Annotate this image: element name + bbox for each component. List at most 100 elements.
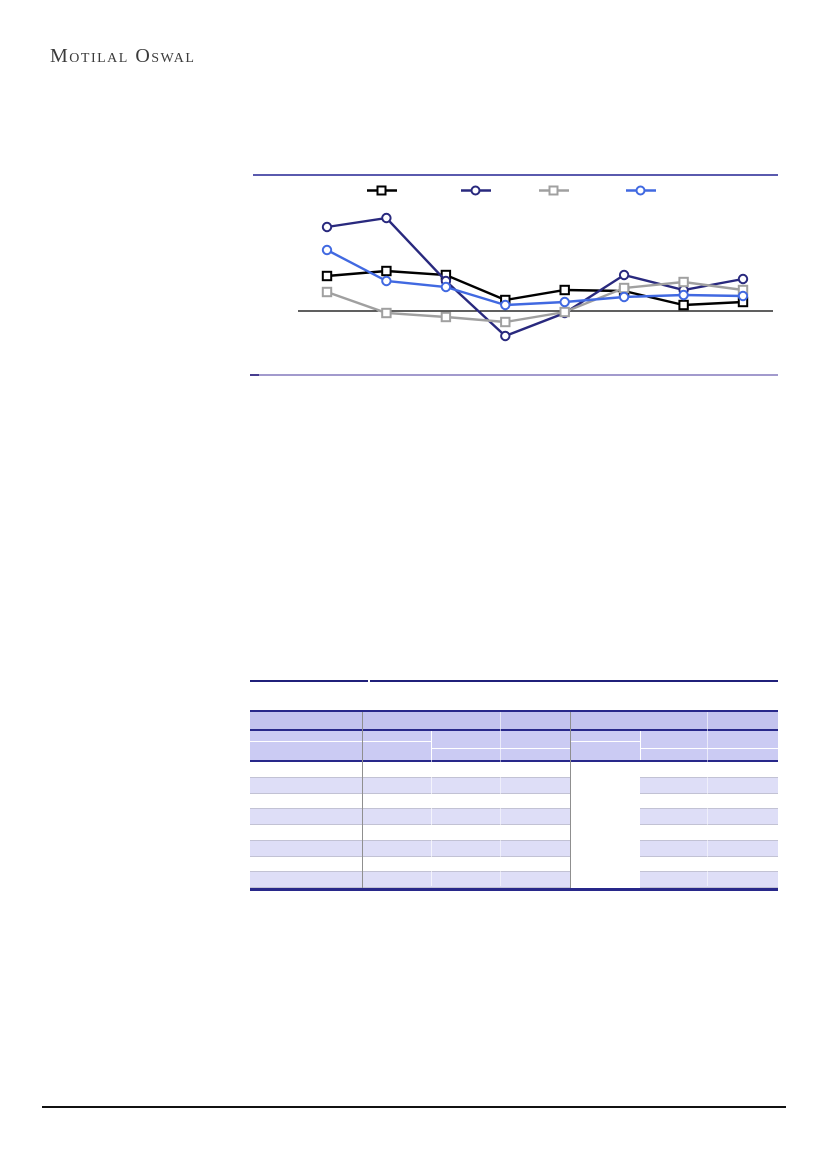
header-group-cell [363,712,571,729]
table-cell [640,777,778,794]
series-4-blue-circle-line [326,248,744,307]
legend-item [460,184,492,197]
table-cell [571,840,640,857]
table-cell [250,794,363,810]
table-column-divider [362,712,363,888]
legend-item [538,184,570,197]
chart-bottom-rule-tip [250,374,259,376]
series-2-navy-circle-marker [321,221,333,233]
series-2-navy-circle-marker [737,273,749,285]
series-3-gray-square-marker [321,286,333,298]
table-row [250,762,778,778]
table-cell [363,762,431,778]
series-1-black-square-marker [678,299,689,311]
circle-legend-marker-icon [461,185,491,196]
table-cell [363,777,431,794]
table-cell [431,840,571,857]
table-header-bottom-border [250,760,778,762]
table-subcolumn-divider [707,760,708,886]
table-cell [431,809,571,825]
table-border-bottom [250,888,778,891]
table-cell [640,872,778,888]
table-header-separator [250,729,778,731]
table-cell [431,762,571,778]
series-1-black-square-marker [381,265,392,277]
table-row [250,809,778,825]
series-4-blue-circle-marker [678,289,689,301]
legend-item [366,184,398,197]
series-1-black-square-marker [321,270,333,282]
table-title-rule-left [250,680,368,682]
table-cell [250,840,363,857]
series-2-navy-circle-marker [381,212,392,224]
series-4-blue-circle-marker [618,291,630,303]
series-3-gray-square-marker [440,311,452,323]
square-legend-marker-icon [539,185,569,196]
table-cell [363,840,431,857]
table-cell [250,872,363,888]
series-4-blue-circle-marker [381,275,392,287]
footer-rule [42,1106,786,1108]
table-cell [571,856,640,873]
table-cell [363,872,431,888]
square-legend-marker-icon [367,185,397,196]
table-column-divider [570,712,571,888]
table-row [250,793,778,810]
table-cell [431,872,571,888]
table-cell [571,777,640,794]
table-subcolumn-divider [431,731,432,760]
table-cell [571,872,640,888]
table-cell [640,825,778,841]
table-cell [640,840,778,857]
table-cell [250,809,363,825]
table-cell [640,809,778,825]
header-group-cell [571,712,778,729]
brand-logo: Motilal Oswal [50,45,196,67]
table-row [250,856,778,873]
series-4-blue-circle-marker [321,244,333,256]
series-4-blue-circle-marker [440,281,452,293]
table-row [250,825,778,841]
table-subcolumn-divider [640,731,641,760]
data-table [250,710,778,891]
table-subcolumn-divider [431,760,432,886]
series-3-gray-square-marker [559,306,570,318]
series-4-blue-circle-marker [500,299,511,311]
table-cell [431,825,571,841]
table-cell [363,794,431,810]
table-cell [571,825,640,841]
table-cell [250,777,363,794]
series-1-black-square-marker [559,284,570,296]
series-1-black-square-line [326,269,744,307]
table-row [250,840,778,857]
series-2-navy-circle-marker [500,330,511,342]
table-cell [640,762,778,778]
table-header-row-1 [250,712,778,729]
table-subcolumn-divider [500,712,501,760]
table-title-rule-right [370,680,778,682]
table-header-row-2 [250,731,778,760]
table-cell [250,825,363,841]
line-chart-svg [298,212,773,342]
table-cell [571,762,640,778]
chart-bottom-rule [259,374,778,376]
table-row [250,872,778,888]
series-4-blue-circle-marker [737,290,749,302]
table-cell [363,825,431,841]
series-3-gray-square-marker [618,282,630,294]
table-cell [431,857,571,873]
table-subcolumn-divider [500,760,501,886]
table-body [250,762,778,888]
series-2-navy-circle-marker [618,269,630,281]
table-cell [431,794,571,810]
header-cell [363,731,431,760]
series-3-gray-square-marker [500,316,511,328]
table-border-top [250,710,778,712]
series-4-blue-circle-marker [559,296,570,308]
table-cell [363,809,431,825]
chart-top-rule [253,174,778,176]
table-cell [640,857,778,873]
header-cell [250,731,363,760]
table-cell [431,777,571,794]
table-row [250,777,778,794]
